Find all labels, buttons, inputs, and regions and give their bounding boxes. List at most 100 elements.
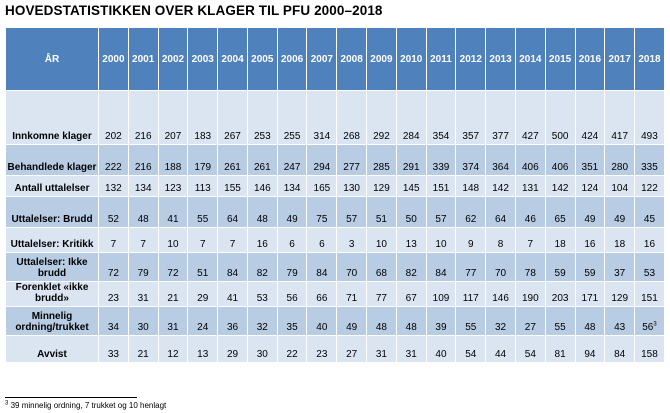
header-year: 2004 — [217, 27, 248, 91]
cell-value: 148 — [462, 183, 480, 194]
table-cell: 84 — [425, 252, 457, 282]
table-cell: 21 — [157, 281, 189, 307]
table-cell: 29 — [187, 281, 219, 307]
cell-value: 79 — [286, 268, 298, 279]
cell-value: 339 — [432, 162, 450, 173]
table-cell: 190 — [514, 281, 546, 307]
cell-value: 56 — [642, 322, 654, 333]
cell-value: 142 — [551, 183, 569, 194]
cell-value: 130 — [343, 183, 360, 194]
table-cell: 54 — [455, 335, 487, 363]
cell-value: 36 — [226, 322, 239, 333]
cell-value: 23 — [316, 349, 328, 360]
table-cell: 33 — [98, 335, 129, 363]
cell-value: 280 — [611, 162, 629, 173]
cell-value: 29 — [226, 349, 239, 360]
header-year: 2013 — [485, 27, 516, 91]
table-cell: 155 — [217, 175, 248, 197]
cell-value: 6 — [319, 239, 325, 250]
cell-value: 142 — [492, 183, 509, 194]
table-cell: 202 — [98, 90, 129, 145]
table-cell: 10 — [366, 227, 397, 253]
table-cell: 142 — [485, 175, 516, 197]
row-label: Behandlede klager — [5, 144, 99, 176]
table-cell: 109 — [425, 281, 457, 307]
table-cell: 3 — [336, 227, 368, 253]
cell-value: 374 — [462, 162, 480, 173]
table-cell: 48 — [127, 196, 159, 228]
table-cell: 31 — [157, 306, 189, 336]
cell-value: 79 — [137, 268, 149, 279]
table-cell: 48 — [395, 306, 427, 336]
cell-value: 72 — [107, 268, 119, 279]
cell-value: 145 — [402, 183, 420, 194]
cell-value: 357 — [462, 131, 480, 142]
cell-value: 53 — [256, 293, 268, 304]
cell-value: 77 — [465, 268, 477, 279]
cell-value: 27 — [524, 322, 536, 333]
table-body: Innkomne klager 202 216 207 183 267 253 255 314 2… — [5, 90, 665, 363]
cell-value: 364 — [492, 162, 509, 173]
table-row: Forenklet «ikke brudd» 23 31 21 29 41 53 56 66 71… — [5, 281, 665, 307]
cell-value: 12 — [167, 349, 179, 360]
row-label: Minnelig ordning/trukket — [5, 306, 99, 336]
table-cell: 10 — [157, 227, 189, 253]
table-cell: 56 — [276, 281, 308, 307]
table-cell: 32 — [485, 306, 516, 336]
header-year: 2018 — [634, 27, 665, 91]
cell-value: 71 — [346, 293, 358, 304]
table-cell: 124 — [574, 175, 606, 197]
cell-value: 268 — [343, 131, 360, 142]
table-cell: 55 — [455, 306, 487, 336]
cell-value: 70 — [346, 268, 358, 279]
table-cell: 53 — [246, 281, 278, 307]
cell-value: 39 — [435, 322, 447, 333]
table-cell: 64 — [217, 196, 248, 228]
table-cell: 9 — [455, 227, 487, 253]
table-cell: 6 — [276, 227, 308, 253]
header-year: 2001 — [127, 27, 159, 91]
cell-value: 35 — [286, 322, 298, 333]
table-cell: 41 — [217, 281, 248, 307]
cell-value: 53 — [643, 268, 656, 279]
header-year-label: ÅR — [5, 27, 99, 91]
table-cell: 255 — [276, 90, 308, 145]
header-year: 2012 — [455, 27, 487, 91]
cell-value: 48 — [256, 214, 268, 225]
cell-value: 134 — [134, 183, 152, 194]
cell-value: 406 — [551, 162, 569, 173]
table-header-row: ÅR 2000 2001 2002 2003 2004 2005 2006 20… — [5, 27, 665, 91]
cell-value: 183 — [194, 131, 212, 142]
table-cell: 280 — [604, 144, 636, 176]
cell-value: 314 — [313, 131, 331, 142]
cell-value: 48 — [375, 322, 387, 333]
table-cell: 335 — [634, 144, 665, 176]
cell-value: 171 — [581, 293, 599, 304]
table-cell: 493 — [634, 90, 665, 145]
cell-value: 50 — [405, 214, 417, 225]
cell-value: 62 — [465, 214, 477, 225]
table-cell: 277 — [336, 144, 368, 176]
cell-value: 51 — [197, 268, 209, 279]
table-cell: 151 — [425, 175, 457, 197]
row-label: Avvist — [5, 335, 99, 363]
table-cell: 71 — [336, 281, 368, 307]
row-label: Antall uttalelser — [5, 175, 99, 197]
table-cell: 53 — [634, 252, 665, 282]
cell-value: 18 — [554, 239, 566, 250]
table-cell: 10 — [425, 227, 457, 253]
table-cell: 43 — [604, 306, 636, 336]
header-year: 2016 — [574, 27, 606, 91]
cell-value: 51 — [375, 214, 387, 225]
cell-value: 146 — [253, 183, 271, 194]
cell-value: 56 — [286, 293, 298, 304]
table-cell: 24 — [187, 306, 219, 336]
cell-value: 59 — [554, 268, 566, 279]
table-cell: 6 — [306, 227, 338, 253]
cell-value: 21 — [167, 293, 179, 304]
cell-value: 66 — [316, 293, 328, 304]
table-cell: 18 — [544, 227, 576, 253]
cell-value: 49 — [584, 214, 596, 225]
table-cell: 82 — [246, 252, 278, 282]
table-cell: 50 — [395, 196, 427, 228]
